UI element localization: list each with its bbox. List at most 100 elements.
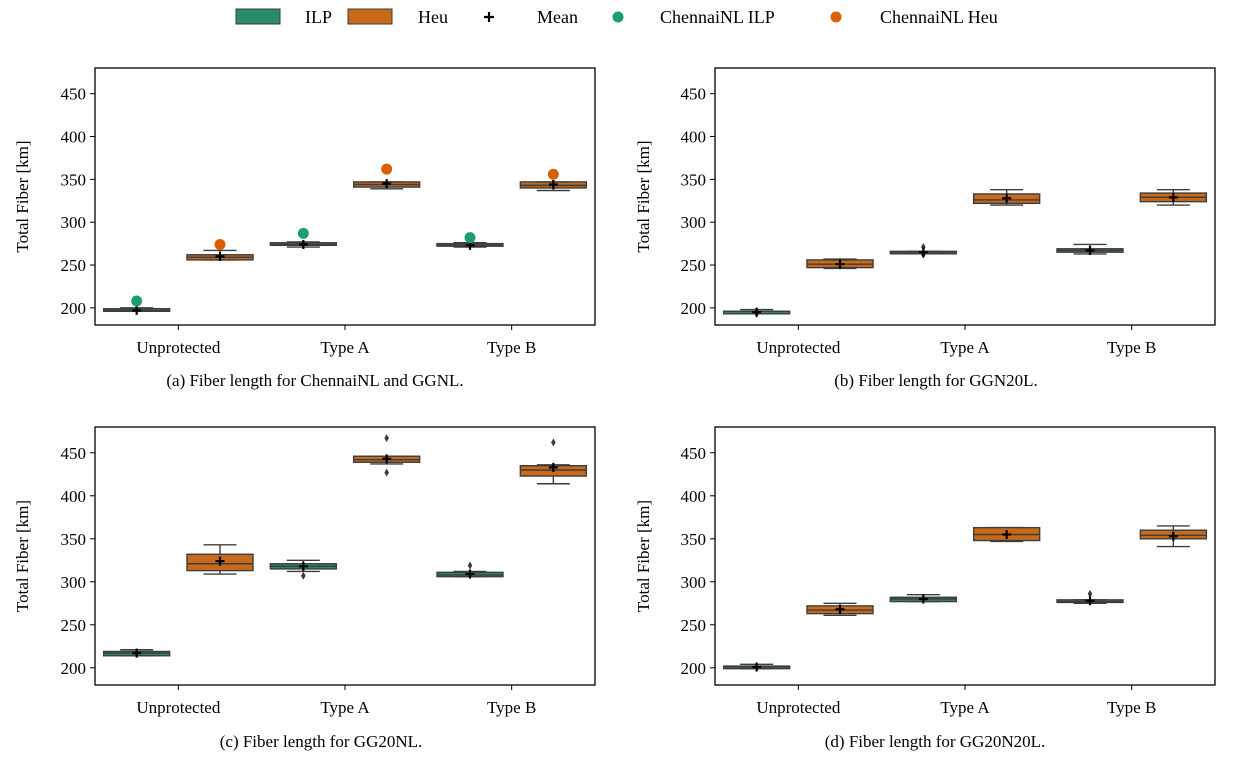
- subplot-caption: (d) Fiber length for GG20N20L.: [825, 732, 1046, 751]
- legend-dot-marker: [830, 11, 842, 23]
- subplot-a: Total Fiber [km] 200 250 300 350 400 450 Unpro…: [13, 67, 596, 390]
- mean-marker: [132, 305, 142, 315]
- mean-marker: [918, 247, 928, 257]
- heu-box: [1139, 525, 1208, 548]
- y-axis-label: Total Fiber [km]: [634, 500, 653, 612]
- legend-label: ILP: [305, 7, 332, 27]
- y-tick-label: 300: [61, 573, 87, 592]
- heu-box: [519, 180, 588, 192]
- y-tick-label: 400: [681, 128, 707, 147]
- mean-marker: [1168, 531, 1178, 541]
- x-tick-label: Type B: [487, 698, 536, 717]
- chennai-heu-dot: [214, 238, 226, 250]
- x-tick-label: Unprotected: [756, 698, 841, 717]
- y-tick-label: 200: [681, 299, 707, 318]
- mean-marker: [382, 179, 392, 189]
- y-tick-label: 300: [681, 213, 707, 232]
- y-tick-label: 300: [681, 573, 707, 592]
- legend-swatch: [347, 8, 393, 25]
- y-tick-label: 400: [681, 487, 707, 506]
- heu-box: [519, 438, 588, 485]
- subplot-caption: (b) Fiber length for GGN20L.: [834, 371, 1038, 390]
- mean-marker: [752, 307, 762, 317]
- mean-marker: [132, 648, 142, 658]
- y-tick-label: 450: [681, 85, 707, 104]
- legend-label: ChennaiNL ILP: [660, 7, 775, 27]
- ilp-box: [436, 240, 504, 250]
- subplot-c: Total Fiber [km] 200 250 300 350 400 450 Unpro…: [13, 426, 596, 751]
- heu-box: [806, 602, 874, 617]
- heu-box: [186, 544, 254, 575]
- y-tick-label: 400: [61, 487, 87, 506]
- x-tick-label: Unprotected: [136, 698, 221, 717]
- chennai-ilp-dot: [131, 295, 143, 307]
- legend-item: Heu: [347, 7, 448, 27]
- y-tick-label: 350: [681, 170, 707, 189]
- mean-marker: [548, 180, 558, 190]
- ilp-box: [269, 239, 338, 249]
- mean-marker: [1002, 530, 1012, 539]
- mean-marker: [382, 454, 392, 464]
- x-tick-label: Type A: [320, 338, 370, 357]
- ilp-box: [436, 561, 504, 579]
- mean-marker: [835, 259, 845, 269]
- mean-marker: [215, 556, 225, 566]
- y-tick-label: 250: [61, 256, 87, 275]
- subplot-caption: (c) Fiber length for GG20NL.: [220, 732, 423, 751]
- mean-marker: [465, 569, 475, 579]
- x-tick-label: Unprotected: [136, 338, 221, 357]
- mean-marker: [752, 662, 762, 672]
- mean-marker: [1085, 596, 1095, 606]
- subplot-b: Total Fiber [km] 200 250 300 350 400 450 Unpro…: [634, 67, 1216, 390]
- ilp-box: [269, 559, 338, 580]
- y-tick-label: 200: [61, 659, 87, 678]
- ilp-box: [889, 594, 958, 604]
- ilp-box: [102, 305, 171, 315]
- y-tick-label: 450: [61, 444, 87, 463]
- heu-box: [352, 179, 421, 190]
- legend-item: ChennaiNL Heu: [830, 7, 998, 27]
- ilp-box: [722, 662, 791, 672]
- heu-box: [186, 249, 254, 261]
- y-tick-label: 450: [61, 85, 87, 104]
- x-tick-label: Type A: [940, 698, 990, 717]
- legend-label: ChennaiNL Heu: [880, 7, 998, 27]
- legend-dot-marker: [612, 11, 624, 23]
- heu-box: [352, 434, 421, 477]
- y-tick-label: 200: [61, 299, 87, 318]
- y-tick-label: 450: [681, 444, 707, 463]
- legend-item: ILP: [235, 7, 332, 27]
- ilp-box: [722, 307, 791, 318]
- legend-mean-marker: [484, 12, 494, 22]
- x-tick-label: Type B: [487, 338, 536, 357]
- legend-item: ChennaiNL ILP: [612, 7, 775, 27]
- y-tick-label: 350: [61, 530, 87, 549]
- y-tick-label: 400: [61, 128, 87, 147]
- ilp-box: [1056, 243, 1124, 255]
- mean-marker: [835, 604, 845, 614]
- heu-box: [806, 258, 874, 270]
- chennai-ilp-dot: [297, 227, 309, 239]
- x-tick-label: Type B: [1107, 698, 1156, 717]
- ilp-box: [102, 648, 171, 658]
- x-tick-label: Type A: [320, 698, 370, 717]
- legend-swatch: [235, 8, 281, 25]
- mean-marker: [548, 462, 558, 472]
- mean-marker: [1002, 193, 1012, 203]
- subplot-d: Total Fiber [km] 200 250 300 350 400 450 Unpro…: [634, 426, 1216, 751]
- mean-marker: [298, 239, 308, 249]
- mean-marker: [1085, 245, 1095, 255]
- mean-marker: [298, 561, 308, 571]
- plot-frame: [94, 67, 596, 326]
- y-axis-label: Total Fiber [km]: [634, 140, 653, 252]
- y-tick-label: 300: [61, 213, 87, 232]
- x-tick-label: Unprotected: [756, 338, 841, 357]
- ilp-box: [1056, 589, 1124, 606]
- legend-item: Mean: [484, 7, 578, 27]
- y-axis-label: Total Fiber [km]: [13, 140, 32, 252]
- outlier-marker: [467, 561, 473, 570]
- x-tick-label: Type B: [1107, 338, 1156, 357]
- heu-box: [1139, 188, 1208, 206]
- y-tick-label: 350: [681, 530, 707, 549]
